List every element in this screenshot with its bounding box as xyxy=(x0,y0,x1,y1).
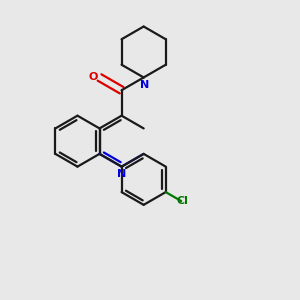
Text: N: N xyxy=(117,169,127,179)
Text: O: O xyxy=(88,72,98,82)
Text: N: N xyxy=(140,80,149,89)
Text: Cl: Cl xyxy=(177,196,189,206)
